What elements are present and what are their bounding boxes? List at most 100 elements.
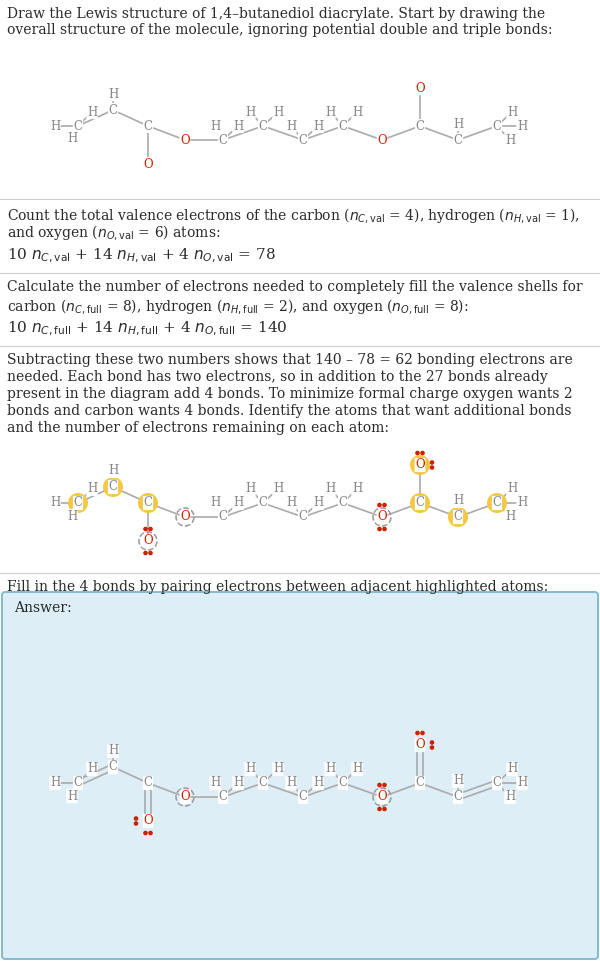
Text: C: C: [109, 480, 118, 494]
Text: C: C: [299, 510, 308, 524]
Circle shape: [144, 552, 147, 554]
Text: H: H: [87, 762, 97, 776]
Text: overall structure of the molecule, ignoring potential double and triple bonds:: overall structure of the molecule, ignor…: [7, 23, 553, 37]
Text: H: H: [233, 776, 243, 790]
Circle shape: [149, 528, 152, 530]
Text: C: C: [338, 497, 347, 509]
Text: needed. Each bond has two electrons, so in addition to the 27 bonds already: needed. Each bond has two electrons, so …: [7, 370, 548, 384]
Text: C: C: [415, 497, 425, 509]
Text: O: O: [415, 738, 425, 752]
Text: H: H: [50, 119, 60, 133]
Text: O: O: [143, 534, 153, 548]
Circle shape: [378, 528, 381, 530]
Text: O: O: [180, 791, 190, 803]
Text: Draw the Lewis structure of 1,4–butanediol diacrylate. Start by drawing the: Draw the Lewis structure of 1,4–butanedi…: [7, 7, 545, 21]
Text: C: C: [109, 760, 118, 774]
Text: H: H: [67, 790, 77, 802]
Text: C: C: [74, 776, 83, 790]
Text: O: O: [377, 134, 387, 146]
Text: H: H: [352, 106, 362, 118]
Circle shape: [134, 822, 137, 825]
Text: C: C: [493, 776, 502, 790]
Circle shape: [421, 452, 424, 455]
Circle shape: [149, 552, 152, 554]
Text: Fill in the 4 bonds by pairing electrons between adjacent highlighted atoms:: Fill in the 4 bonds by pairing electrons…: [7, 580, 548, 594]
Text: C: C: [415, 776, 425, 790]
Text: H: H: [507, 762, 517, 776]
Circle shape: [416, 731, 419, 734]
Text: H: H: [313, 776, 323, 790]
Text: Calculate the number of electrons needed to completely fill the valence shells f: Calculate the number of electrons needed…: [7, 280, 583, 294]
Circle shape: [430, 746, 434, 750]
FancyBboxPatch shape: [2, 592, 598, 959]
Text: H: H: [517, 119, 527, 133]
Text: C: C: [143, 776, 152, 790]
Text: H: H: [245, 106, 255, 118]
Text: C: C: [299, 134, 308, 146]
Text: H: H: [273, 106, 283, 118]
Circle shape: [448, 507, 468, 527]
Circle shape: [383, 528, 386, 530]
Text: O: O: [415, 458, 425, 472]
Text: O: O: [180, 134, 190, 146]
Text: C: C: [218, 510, 227, 524]
Text: H: H: [325, 482, 335, 496]
Text: H: H: [286, 497, 296, 509]
Circle shape: [410, 455, 430, 475]
Text: O: O: [180, 510, 190, 524]
Text: C: C: [143, 119, 152, 133]
Text: H: H: [67, 509, 77, 523]
Text: H: H: [87, 106, 97, 118]
Text: H: H: [313, 119, 323, 133]
Text: Count the total valence electrons of the carbon ($n_{C,\mathrm{val}}$ = 4), hydr: Count the total valence electrons of the…: [7, 206, 580, 225]
Circle shape: [383, 783, 386, 787]
Text: C: C: [493, 497, 502, 509]
Text: C: C: [454, 134, 463, 146]
Text: H: H: [50, 776, 60, 790]
Circle shape: [430, 466, 434, 469]
Circle shape: [134, 817, 137, 820]
Text: H: H: [517, 497, 527, 509]
Text: O: O: [143, 158, 153, 170]
Text: C: C: [74, 497, 83, 509]
Text: C: C: [218, 134, 227, 146]
Text: H: H: [313, 497, 323, 509]
Circle shape: [410, 493, 430, 513]
Text: H: H: [245, 482, 255, 496]
Text: carbon ($n_{C,\mathrm{full}}$ = 8), hydrogen ($n_{H,\mathrm{full}}$ = 2), and ox: carbon ($n_{C,\mathrm{full}}$ = 8), hydr…: [7, 297, 469, 316]
Text: H: H: [50, 497, 60, 509]
Text: present in the diagram add 4 bonds. To minimize formal charge oxygen wants 2: present in the diagram add 4 bonds. To m…: [7, 387, 572, 401]
Text: C: C: [299, 791, 308, 803]
Text: C: C: [415, 119, 425, 133]
Text: H: H: [286, 119, 296, 133]
Text: H: H: [273, 482, 283, 496]
Text: H: H: [286, 776, 296, 790]
Text: C: C: [109, 104, 118, 116]
Circle shape: [68, 493, 88, 513]
Circle shape: [421, 731, 424, 734]
Circle shape: [138, 493, 158, 513]
Text: H: H: [505, 510, 515, 524]
Text: Subtracting these two numbers shows that 140 – 78 = 62 bonding electrons are: Subtracting these two numbers shows that…: [7, 353, 573, 367]
Circle shape: [487, 493, 507, 513]
Text: H: H: [325, 106, 335, 118]
Circle shape: [149, 831, 152, 834]
Circle shape: [383, 807, 386, 810]
Text: Answer:: Answer:: [14, 601, 71, 615]
Circle shape: [430, 741, 434, 744]
Text: O: O: [377, 510, 387, 524]
Text: C: C: [338, 119, 347, 133]
Text: C: C: [74, 119, 83, 133]
Text: C: C: [143, 497, 152, 509]
Text: H: H: [67, 133, 77, 145]
Text: C: C: [338, 776, 347, 790]
Text: bonds and carbon wants 4 bonds. Identify the atoms that want additional bonds: bonds and carbon wants 4 bonds. Identify…: [7, 404, 571, 418]
Text: H: H: [108, 745, 118, 757]
Text: C: C: [218, 791, 227, 803]
Circle shape: [144, 831, 147, 834]
Circle shape: [144, 528, 147, 530]
Text: H: H: [87, 482, 97, 496]
Text: C: C: [259, 119, 268, 133]
Text: H: H: [453, 775, 463, 787]
Circle shape: [378, 807, 381, 810]
